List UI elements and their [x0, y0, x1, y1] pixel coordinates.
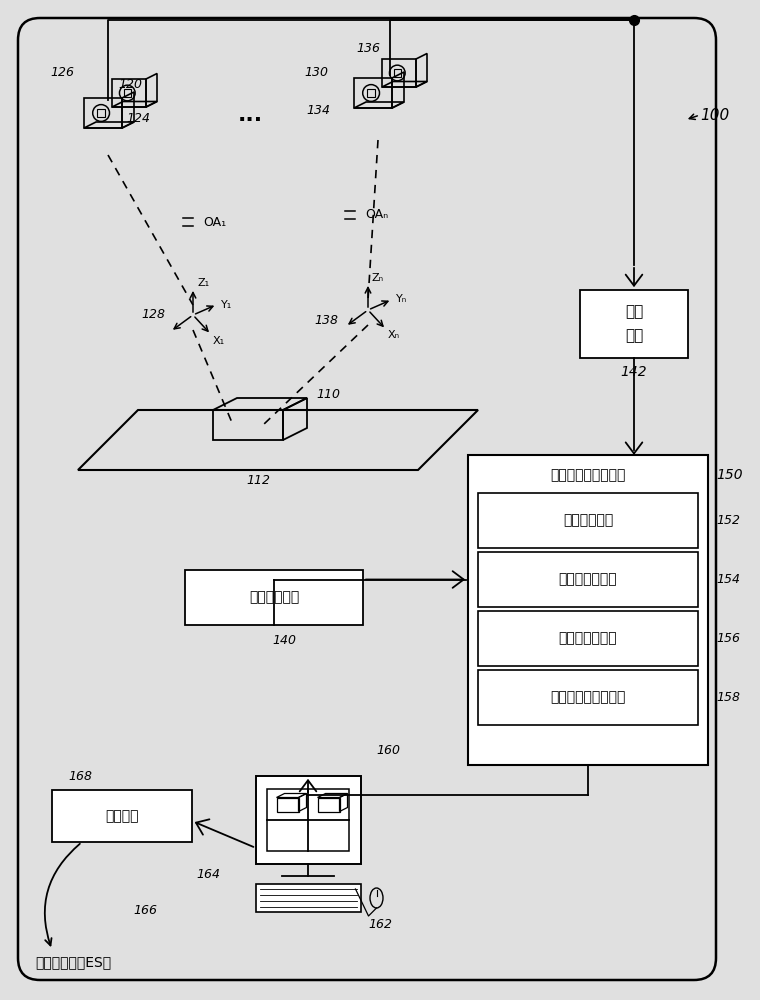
Text: 156: 156 — [716, 632, 740, 645]
Text: 136: 136 — [356, 41, 380, 54]
Text: 134: 134 — [306, 104, 330, 116]
Bar — [580, 290, 688, 358]
Text: 126: 126 — [50, 66, 74, 79]
Text: 158: 158 — [716, 691, 740, 704]
Text: 110: 110 — [316, 388, 340, 401]
Bar — [394, 69, 401, 77]
Text: 至应用处理（ES）: 至应用处理（ES） — [35, 955, 111, 969]
Bar — [478, 493, 698, 548]
Text: Yₙ: Yₙ — [396, 294, 407, 304]
Text: Xₙ: Xₙ — [388, 330, 400, 340]
Text: Z₁: Z₁ — [197, 278, 209, 288]
Bar — [185, 570, 363, 625]
Bar — [97, 109, 105, 117]
Text: Y₁: Y₁ — [221, 300, 233, 310]
Text: 算法考虑处理（器）: 算法考虑处理（器） — [550, 690, 625, 704]
Bar — [478, 670, 698, 725]
Text: 168: 168 — [68, 770, 92, 782]
Bar — [478, 611, 698, 666]
Text: OA₁: OA₁ — [203, 216, 226, 229]
Text: 164: 164 — [196, 868, 220, 882]
Bar — [367, 89, 375, 97]
Bar — [255, 776, 360, 864]
Text: OAₙ: OAₙ — [365, 209, 388, 222]
Text: 154: 154 — [716, 573, 740, 586]
Text: 128: 128 — [141, 308, 165, 322]
Text: 162: 162 — [368, 918, 392, 932]
Text: 图像: 图像 — [625, 304, 643, 320]
Text: Zₙ: Zₙ — [372, 273, 384, 283]
Text: 120: 120 — [118, 79, 142, 92]
Text: 可选运动数据: 可选运动数据 — [249, 590, 299, 604]
Bar — [267, 789, 349, 851]
Text: 124: 124 — [126, 111, 150, 124]
FancyArrowPatch shape — [45, 844, 80, 945]
Text: 对齐信息: 对齐信息 — [105, 809, 139, 823]
Bar — [478, 552, 698, 607]
Text: 160: 160 — [376, 744, 400, 756]
Text: X₁: X₁ — [213, 336, 225, 346]
Text: 130: 130 — [304, 66, 328, 79]
Bar — [255, 884, 360, 912]
Text: 152: 152 — [716, 514, 740, 527]
Text: 142: 142 — [621, 365, 648, 379]
Text: 对齐处理（器）: 对齐处理（器） — [559, 632, 617, 646]
Text: 166: 166 — [133, 904, 157, 916]
Text: 112: 112 — [246, 474, 270, 487]
Text: 视觉系统处理（器）: 视觉系统处理（器） — [550, 468, 625, 482]
Text: 数据: 数据 — [625, 328, 643, 344]
Text: 140: 140 — [272, 635, 296, 648]
Bar — [124, 89, 131, 97]
Text: ...: ... — [237, 105, 262, 125]
Text: 100: 100 — [700, 107, 730, 122]
Bar — [468, 455, 708, 765]
Text: 150: 150 — [716, 468, 743, 482]
Bar — [52, 790, 192, 842]
Text: 138: 138 — [314, 314, 338, 326]
Text: 训练处理（器）: 训练处理（器） — [559, 572, 617, 586]
Text: 视觉系统工具: 视觉系统工具 — [563, 514, 613, 528]
